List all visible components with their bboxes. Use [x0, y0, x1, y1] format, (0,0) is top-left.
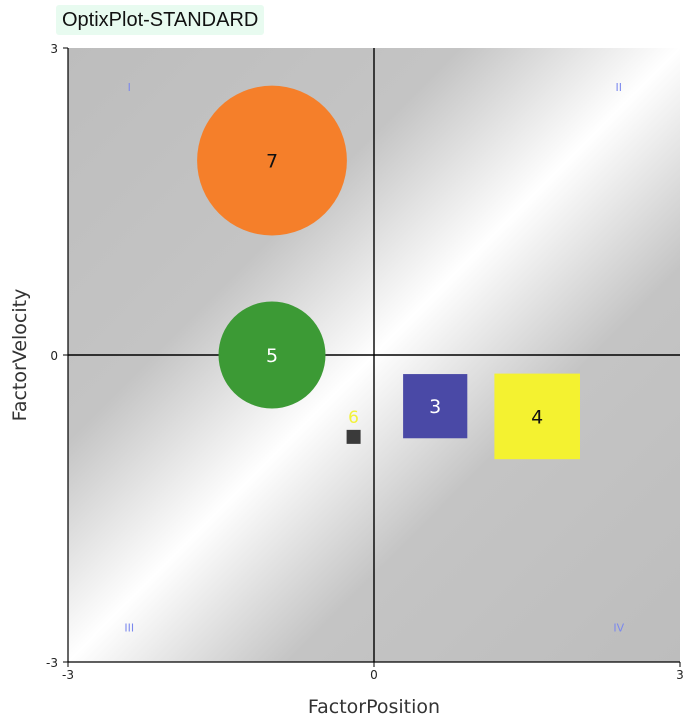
- y-tick-label: 0: [50, 349, 58, 363]
- quadrant-label: III: [124, 621, 134, 634]
- point-label-3: 3: [429, 396, 441, 418]
- point-marker-4[interactable]: [494, 373, 580, 460]
- point-label-7: 7: [266, 151, 278, 173]
- point-marker-6[interactable]: [346, 429, 361, 444]
- point-label-5: 5: [266, 345, 278, 367]
- quadrant-label: II: [616, 81, 623, 94]
- point-marker-5[interactable]: [218, 301, 326, 409]
- point-label-6: 6: [348, 408, 359, 428]
- y-axis-title: FactorVelocity: [9, 289, 31, 422]
- point-marker-3[interactable]: [403, 374, 468, 439]
- quadrant-label: IV: [613, 621, 624, 634]
- quadrant-label: I: [128, 81, 131, 94]
- x-tick-label: -3: [62, 668, 74, 682]
- y-tick-label: 3: [50, 42, 58, 56]
- point-marker-7[interactable]: [197, 85, 347, 236]
- y-tick-label: -3: [46, 656, 58, 670]
- x-tick-label: 0: [370, 668, 378, 682]
- x-axis-title: FactorPosition: [308, 696, 440, 718]
- point-label-4: 4: [531, 406, 543, 428]
- x-tick-label: 3: [676, 668, 684, 682]
- chart-title: OptixPlot-STANDARD: [56, 5, 265, 35]
